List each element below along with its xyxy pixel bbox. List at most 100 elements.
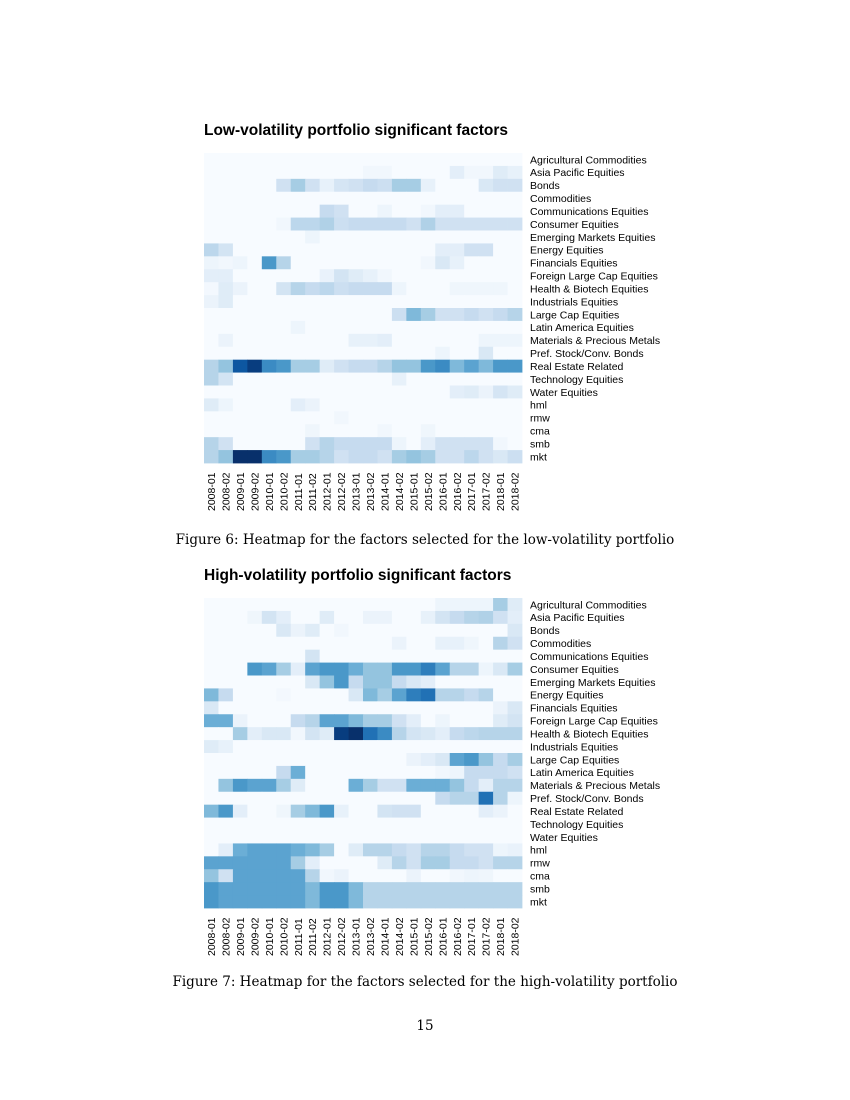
heatmap-cell [348,256,364,270]
heatmap-cell [449,153,465,167]
heatmap-cell [204,269,219,283]
heatmap-cell [261,791,277,806]
heatmap-cell [204,204,219,218]
heatmap-cell [290,598,306,612]
heatmap-cell [204,688,219,702]
heatmap-cell [391,791,407,806]
heatmap-cell [377,165,393,180]
heatmap-cell [348,411,364,425]
heatmap-cell [319,830,335,844]
heatmap-cell [478,714,494,728]
heatmap-cell [334,778,349,793]
heatmap-cell [435,450,451,464]
heatmap-cell [377,372,393,386]
heatmap-cell [435,243,451,257]
heatmap-cell [247,230,263,244]
heatmap-cell [319,817,335,831]
heatmap-cell [493,598,508,612]
heatmap-cell [334,727,349,741]
heatmap-cell [391,243,407,257]
heatmap-cell [406,269,422,283]
heatmap-cell [377,753,393,767]
heatmap-cell [363,843,378,857]
heatmap-cell [464,204,480,218]
heatmap-cell [363,804,378,818]
heatmap-cell [290,765,306,780]
row-label: Real Estate Related [530,806,624,818]
heatmap-cell [391,178,407,193]
heatmap-cell [276,269,292,283]
heatmap-cell [478,778,494,793]
heatmap-cell [218,688,234,702]
heatmap-cell [391,333,407,348]
heatmap-cell [478,817,494,831]
heatmap-cell [377,843,393,857]
heatmap-cell [232,165,248,180]
figure-7-caption: Figure 7: Heatmap for the factors select… [172,974,678,990]
heatmap-cell [478,753,494,767]
heatmap-cell [276,740,292,754]
heatmap-cell [204,372,219,386]
heatmap-cell [478,424,494,438]
heatmap-cell [261,830,277,844]
heatmap-cell [449,778,465,793]
heatmap-cell [276,217,292,231]
heatmap-cell [247,204,263,218]
heatmap-cell [377,424,393,438]
heatmap-cell [334,804,349,818]
heatmap-cell [507,598,523,612]
heatmap-cell [305,740,321,754]
heatmap-cell [478,385,494,399]
heatmap-cell [464,598,480,612]
heatmap-cell [276,424,292,438]
heatmap-cell [276,895,292,909]
heatmap-cell [319,740,335,754]
heatmap-cell [478,740,494,754]
heatmap-cell [319,714,335,728]
column-label: 2011-02 [307,918,319,956]
heatmap-cell [363,817,378,831]
heatmap-cell [204,740,219,754]
heatmap-cell [377,230,393,244]
heatmap-cell [464,714,480,728]
heatmap-cell [276,372,292,386]
heatmap-cell [464,346,480,361]
heatmap-cell [449,636,465,651]
heatmap-cell [464,895,480,909]
heatmap-cell [305,320,321,335]
heatmap-cell [334,178,349,193]
heatmap-cell [420,450,436,464]
heatmap-cell [348,791,364,806]
heatmap-cell [435,598,451,612]
column-label: 2013-01 [351,917,363,956]
column-label: 2010-01 [264,917,276,956]
column-label: 2012-02 [336,472,348,511]
heatmap-cell [406,282,422,296]
heatmap-cell [218,243,234,257]
heatmap-cell [290,437,306,451]
heatmap-cell [377,817,393,831]
heatmap-cell [319,153,335,167]
column-label: 2011-01 [293,473,305,511]
heatmap-cell [464,333,480,348]
heatmap-cell [435,791,451,806]
heatmap-cell [493,649,508,663]
heatmap-cell [276,230,292,244]
heatmap-cell [449,869,465,883]
heatmap-cell [247,610,263,625]
heatmap-cell [507,869,523,883]
heatmap-cell [478,843,494,857]
heatmap-cell [391,882,407,896]
heatmap-cell [247,740,263,754]
heatmap-cell [449,398,465,412]
heatmap-cell [493,843,508,857]
heatmap-cell [218,623,234,638]
heatmap-cell [218,714,234,728]
heatmap-cell [319,882,335,896]
heatmap-cell [449,765,465,780]
heatmap-cell [204,623,219,638]
heatmap-cell [204,753,219,767]
heatmap-cell [232,308,248,322]
heatmap-cell [391,398,407,412]
